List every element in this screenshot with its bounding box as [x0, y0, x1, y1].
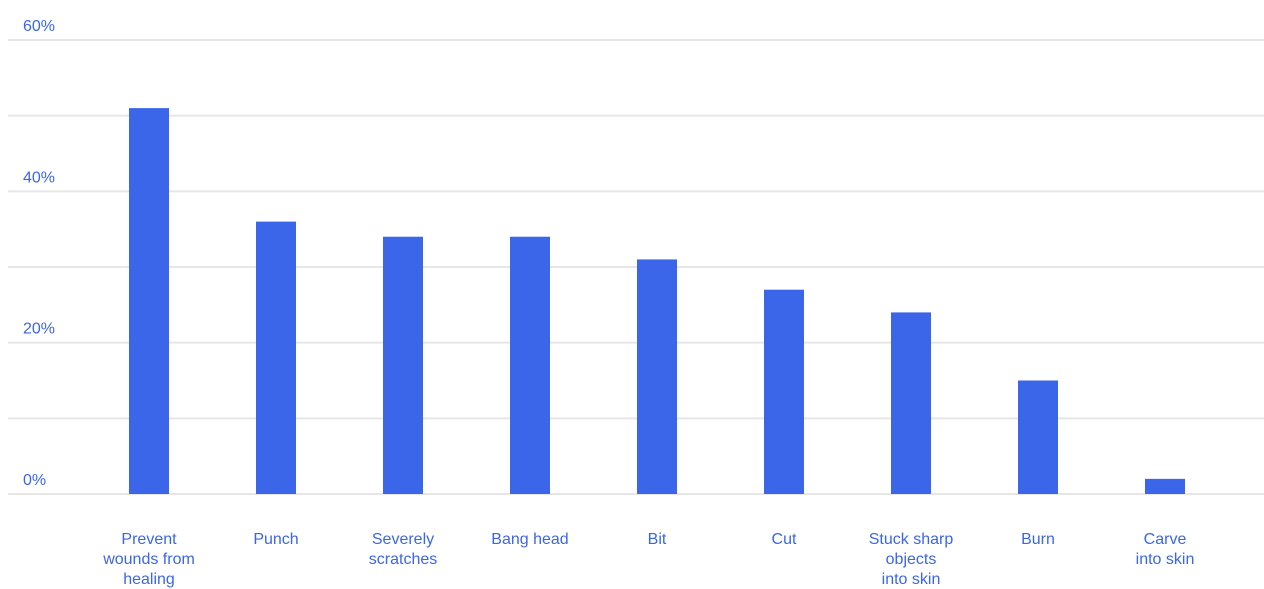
- x-tick-label-line: Punch: [253, 531, 298, 548]
- x-tick-label: Prevent wounds from healing: [102, 531, 195, 588]
- bar: [129, 108, 169, 494]
- y-tick-label: 40%: [23, 169, 55, 186]
- x-tick-label: Severely scratches: [369, 531, 437, 568]
- x-tick-label-line: wounds from: [102, 551, 195, 568]
- x-tick-label-line: Carve: [1144, 531, 1187, 548]
- x-tick-label-line: Stuck sharp: [869, 531, 954, 548]
- x-tick-label-line: Burn: [1021, 531, 1055, 548]
- bars: [129, 108, 1185, 494]
- x-tick-label: Cut: [772, 531, 797, 548]
- bar: [510, 236, 550, 494]
- x-tick-label: Bang head: [491, 531, 568, 548]
- bar: [1145, 478, 1185, 494]
- x-tick-label-line: Severely: [372, 531, 434, 548]
- x-tick-label: Bit: [648, 531, 667, 548]
- x-tick-label: Burn: [1021, 531, 1055, 548]
- bar: [1018, 380, 1058, 494]
- x-tick-label-line: objects: [886, 551, 937, 568]
- x-tick-label: Carve into skin: [1136, 531, 1195, 568]
- x-tick-label-line: healing: [123, 571, 175, 588]
- x-tick-label-line: scratches: [369, 551, 437, 568]
- x-tick-label-line: Bang head: [491, 531, 568, 548]
- bar: [637, 259, 677, 494]
- x-axis-category-labels: Prevent wounds from healing Punch Severely sc…: [102, 531, 1194, 588]
- x-tick-label-line: into skin: [882, 571, 941, 588]
- bar: [891, 312, 931, 494]
- x-tick-label-line: Bit: [648, 531, 667, 548]
- y-axis-tick-labels: 0% 20% 40% 60%: [23, 18, 55, 489]
- bar: [764, 289, 804, 494]
- bar: [256, 221, 296, 494]
- x-tick-label: Punch: [253, 531, 298, 548]
- x-tick-label-line: into skin: [1136, 551, 1195, 568]
- y-tick-label: 60%: [23, 18, 55, 35]
- bar: [383, 236, 423, 494]
- x-tick-label-line: Prevent: [121, 531, 177, 548]
- gridlines: [8, 39, 1264, 495]
- y-tick-label: 0%: [23, 472, 46, 489]
- y-tick-label: 20%: [23, 321, 55, 338]
- x-tick-label-line: Cut: [772, 531, 797, 548]
- x-tick-label: Stuck sharp objects into skin: [869, 531, 954, 588]
